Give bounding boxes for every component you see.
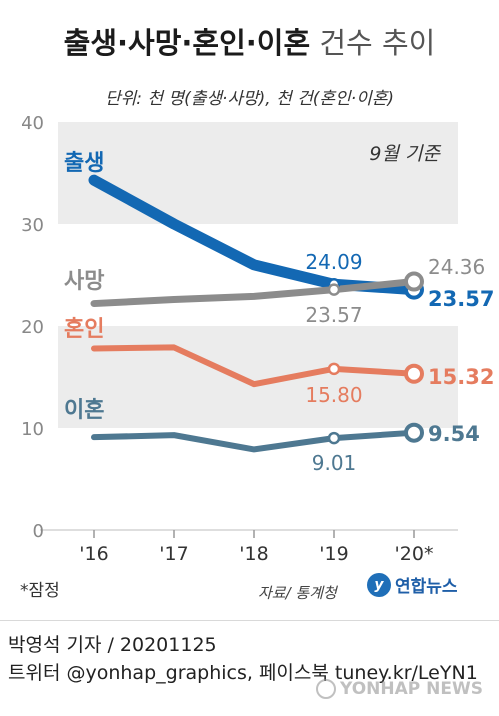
- y-tick-label: 20: [21, 317, 44, 338]
- grid-band-1: [58, 326, 458, 428]
- line-death: [90, 278, 418, 308]
- yonhap-logo: y 연합뉴스: [367, 572, 458, 597]
- series-name-marriage: 혼인: [64, 317, 104, 342]
- point-death-2020: [404, 271, 424, 292]
- series-labels: 출생 24.09 23.57 사망 23.57 24.36 혼인 15.80 15.32 이혼 9.…: [64, 151, 494, 475]
- value-label-birth: 24.09: [305, 250, 362, 274]
- value-label-death: 23.57: [305, 303, 362, 327]
- x-tick-label: '19: [319, 543, 348, 565]
- line-divorce: [91, 429, 417, 453]
- watermark-text: YONHAP NEWS: [340, 679, 483, 699]
- footnote: *잠정: [20, 581, 60, 601]
- value-label-marriage: 15.80: [305, 383, 362, 407]
- series-name-divorce: 이혼: [64, 398, 104, 423]
- yonhap-logo-name: 연합뉴스: [395, 577, 458, 597]
- x-tick-label: '16: [79, 543, 108, 565]
- reporter-credit: 박영석 기자 / 20201125: [8, 634, 217, 656]
- y-tick-label: 10: [21, 419, 44, 440]
- point-death-2019: [327, 283, 341, 296]
- series-name-death: 사망: [64, 269, 104, 294]
- grid-band-0: [58, 122, 458, 224]
- point-marriage-2019: [327, 362, 341, 376]
- social-links: 트위터 @yonhap_graphics, 페이스북 tuney.kr/LeYN…: [8, 662, 478, 684]
- source-label: 자료/ 통계청: [258, 584, 337, 602]
- y-tick-label: 0: [33, 521, 44, 542]
- point-divorce-2019: [327, 431, 341, 445]
- x-axis: '16 '17 '18 '19 '20*: [79, 530, 433, 565]
- value-label-divorce: 9.01: [312, 451, 357, 475]
- yonhap-logo-mark: y: [367, 572, 391, 597]
- chart-title: 출생·사망·혼인·이혼 건수 추이: [0, 20, 499, 62]
- value-label-death: 24.36: [428, 255, 485, 279]
- point-marriage-2020: [404, 363, 424, 384]
- y-axis: 0 10 20 30 40: [21, 113, 44, 542]
- watermark-icon: [316, 679, 336, 699]
- watermark: YONHAP NEWS: [316, 679, 483, 699]
- y-tick-label: 40: [21, 113, 44, 134]
- unit-label: 단위: 천 명(출생·사망), 천 건(혼인·이혼): [104, 89, 395, 109]
- value-label-birth: 23.57: [428, 287, 494, 311]
- x-tick-label: '20*: [395, 543, 434, 565]
- y-tick-label: 30: [21, 215, 44, 236]
- title-main: 출생·사망·혼인·이혼: [63, 26, 311, 60]
- point-divorce-2020: [404, 422, 424, 443]
- series-name-birth: 출생: [64, 151, 104, 176]
- footer-divider: [0, 620, 499, 621]
- x-tick-label: '17: [159, 543, 188, 565]
- chart-bands: [40, 122, 458, 531]
- title-sub: 건수 추이: [319, 26, 436, 60]
- line-marriage: [91, 344, 417, 388]
- series-points: [327, 271, 424, 445]
- basis-annotation: 9월 기준: [369, 143, 441, 165]
- value-label-marriage: 15.32: [428, 365, 494, 389]
- value-label-divorce: 9.54: [428, 422, 480, 446]
- x-tick-label: '18: [239, 543, 268, 565]
- series-lines: [88, 174, 420, 453]
- line-chart: 0 10 20 30 40 '16 '17 '18 '19 '20* 출생 24.09 23.57 사…: [21, 113, 494, 565]
